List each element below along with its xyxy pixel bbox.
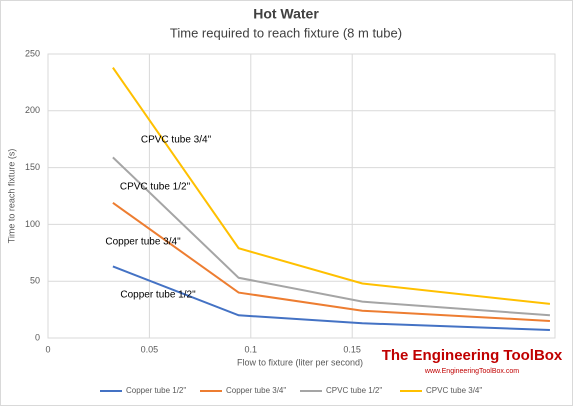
x-tick-label: 0.05 [141,344,159,354]
chart-subtitle: Time required to reach fixture (8 m tube… [170,25,402,40]
x-axis-label: Flow to fixture (liter per second) [237,357,363,367]
x-tick-label: 0.15 [343,344,361,354]
y-tick-label: 250 [25,48,40,58]
annotation: Copper tube 1/2" [120,290,196,301]
y-tick-label: 150 [25,162,40,172]
x-tick-label: 0 [45,344,50,354]
series-line [112,67,551,305]
series-line [112,202,550,322]
y-tick-label: 200 [25,105,40,115]
series-line [112,265,550,332]
annotation: CPVC tube 3/4" [141,135,212,146]
chart-title: Hot Water [253,6,319,22]
plot-border [47,53,556,339]
y-tick-label: 0 [35,332,40,342]
series-line [112,156,551,317]
legend-label: CPVC tube 1/2" [326,386,382,395]
y-axis-label: Time to reach fixture (s) [6,149,16,244]
annotation: Copper tube 3/4" [105,237,181,248]
legend-label: Copper tube 3/4" [226,386,286,395]
annotation: CPVC tube 1/2" [120,182,191,193]
logo-url: www.EngineeringToolBox.com [424,368,519,375]
y-tick-label: 50 [30,276,40,286]
y-tick-label: 100 [25,219,40,229]
legend-label: Copper tube 1/2" [126,386,186,395]
legend-label: CPVC tube 3/4" [426,386,482,395]
x-tick-label: 0.1 [245,344,258,354]
logo-title: The Engineering ToolBox [382,347,563,364]
